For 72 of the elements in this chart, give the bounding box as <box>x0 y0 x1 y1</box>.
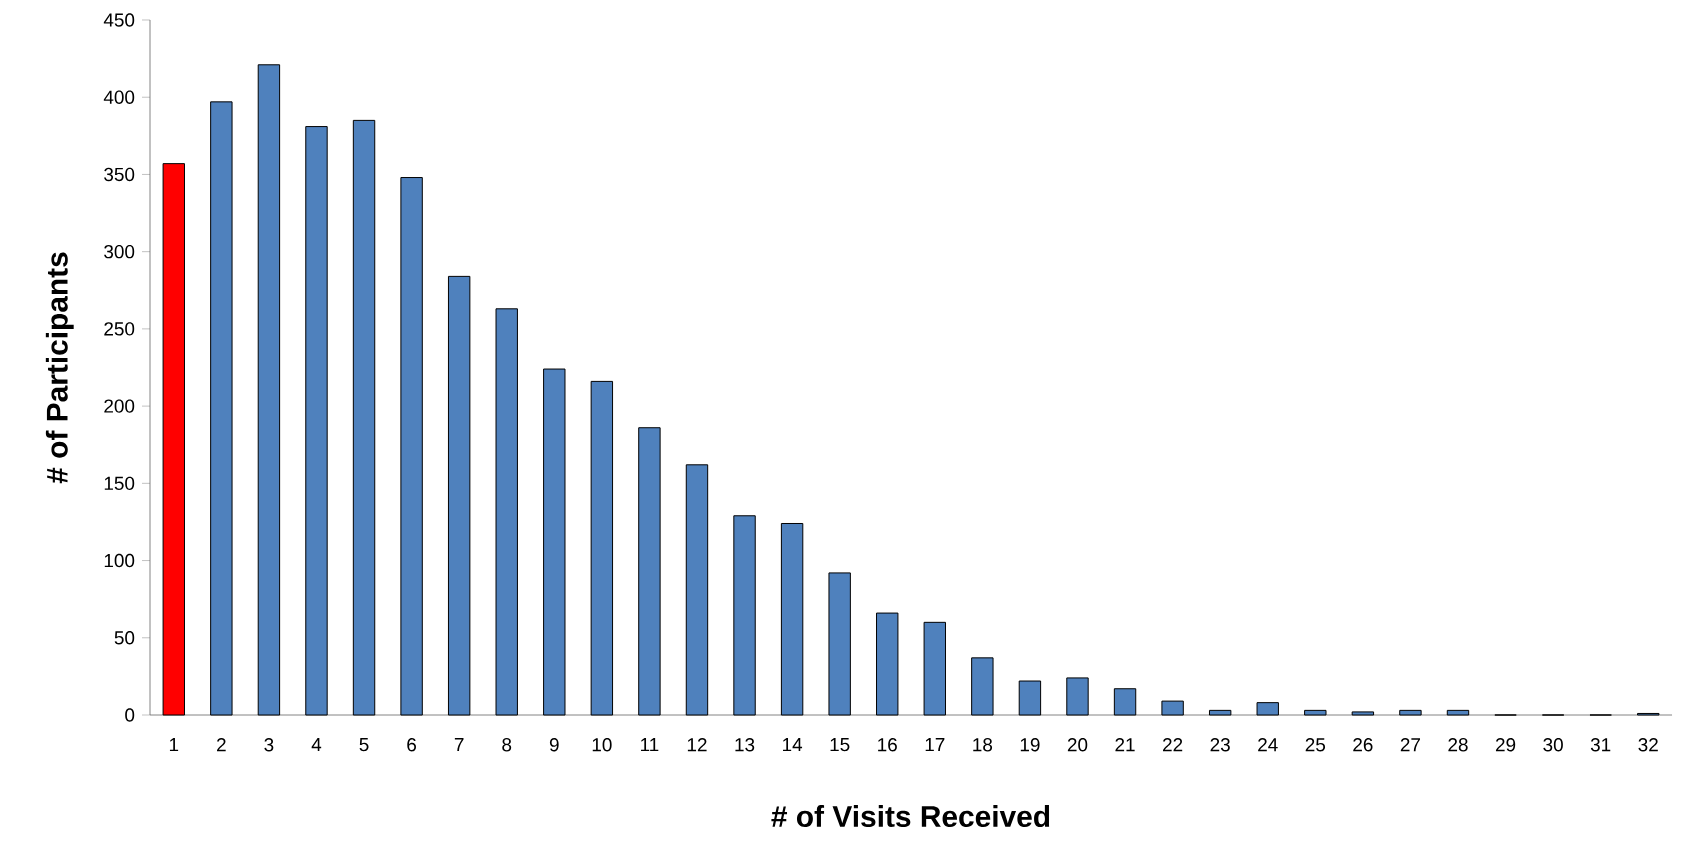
x-tick-label: 16 <box>878 738 897 752</box>
x-tick-label: 17 <box>925 738 945 752</box>
bar <box>400 177 423 716</box>
x-tick-label: 15 <box>830 738 850 752</box>
x-tick-label: 9 <box>549 738 559 752</box>
bar <box>257 64 281 716</box>
x-tick-label: 14 <box>783 738 803 752</box>
y-tick-label: 200 <box>104 399 135 413</box>
x-tick-label: 32 <box>1638 738 1658 752</box>
x-tick-label: 3 <box>264 738 274 752</box>
x-tick-label: 4 <box>311 738 322 752</box>
x-tick-label: 28 <box>1448 738 1468 752</box>
x-tick-label: 24 <box>1258 738 1278 752</box>
x-tick-label: 13 <box>735 738 755 752</box>
bar <box>352 119 376 716</box>
x-tick-label: 29 <box>1495 738 1516 752</box>
x-tick-label: 6 <box>407 738 417 752</box>
y-tick-label: 0 <box>125 708 135 722</box>
x-tick-label: 12 <box>687 738 707 752</box>
x-tick-label: 25 <box>1305 738 1326 752</box>
x-tick-label: 11 <box>641 738 659 752</box>
bar <box>923 621 946 716</box>
x-tick-label: 7 <box>454 738 464 752</box>
bar <box>590 380 614 716</box>
bar <box>733 515 756 716</box>
x-tick-label: 27 <box>1400 738 1421 752</box>
bar <box>1446 709 1470 716</box>
y-tick-label: 150 <box>104 476 135 491</box>
y-tick-label: 450 <box>103 13 135 27</box>
bar <box>828 572 851 716</box>
bar <box>447 275 471 716</box>
x-tick-label: 10 <box>592 738 612 752</box>
bar <box>1066 677 1089 716</box>
bar <box>685 464 709 716</box>
x-tick-label: 1 <box>169 738 179 752</box>
x-axis-title: # of Visits Received <box>771 805 1050 828</box>
bar <box>876 612 899 716</box>
bar <box>1351 711 1375 716</box>
x-tick-label: 8 <box>502 738 512 752</box>
y-tick-label: 300 <box>104 244 135 259</box>
y-tick-label: 400 <box>103 90 135 104</box>
bar <box>1113 688 1137 716</box>
bar <box>1399 709 1422 716</box>
y-tick-label: 250 <box>104 322 135 336</box>
x-tick-label: 2 <box>217 738 226 752</box>
bar <box>1018 680 1042 716</box>
bar <box>305 126 328 716</box>
x-tick-label: 23 <box>1210 738 1230 752</box>
bar <box>495 308 518 716</box>
y-tick-label: 50 <box>114 631 135 645</box>
x-tick-label: 26 <box>1353 738 1373 752</box>
x-tick-label: 30 <box>1543 738 1563 752</box>
bar <box>1208 709 1232 716</box>
x-tick-label: 20 <box>1067 738 1088 752</box>
bar <box>1161 700 1184 716</box>
bar <box>780 522 804 716</box>
x-tick-label: 18 <box>973 738 993 752</box>
x-tick-label: 21 <box>1115 738 1135 752</box>
x-tick-label: 22 <box>1163 738 1183 752</box>
y-tick-label: 100 <box>104 553 135 568</box>
bar <box>1304 709 1327 716</box>
bar <box>162 163 185 716</box>
x-tick-label: 5 <box>359 738 369 752</box>
x-tick-label: 19 <box>1020 738 1040 752</box>
bar <box>1256 702 1279 716</box>
y-axis-title: # of Participants <box>45 252 74 484</box>
bar <box>971 657 994 716</box>
bar <box>210 101 233 716</box>
y-tick-label: 350 <box>104 167 135 182</box>
bar <box>543 368 566 716</box>
x-tick-label: 31 <box>1590 738 1611 752</box>
bar <box>638 427 661 716</box>
